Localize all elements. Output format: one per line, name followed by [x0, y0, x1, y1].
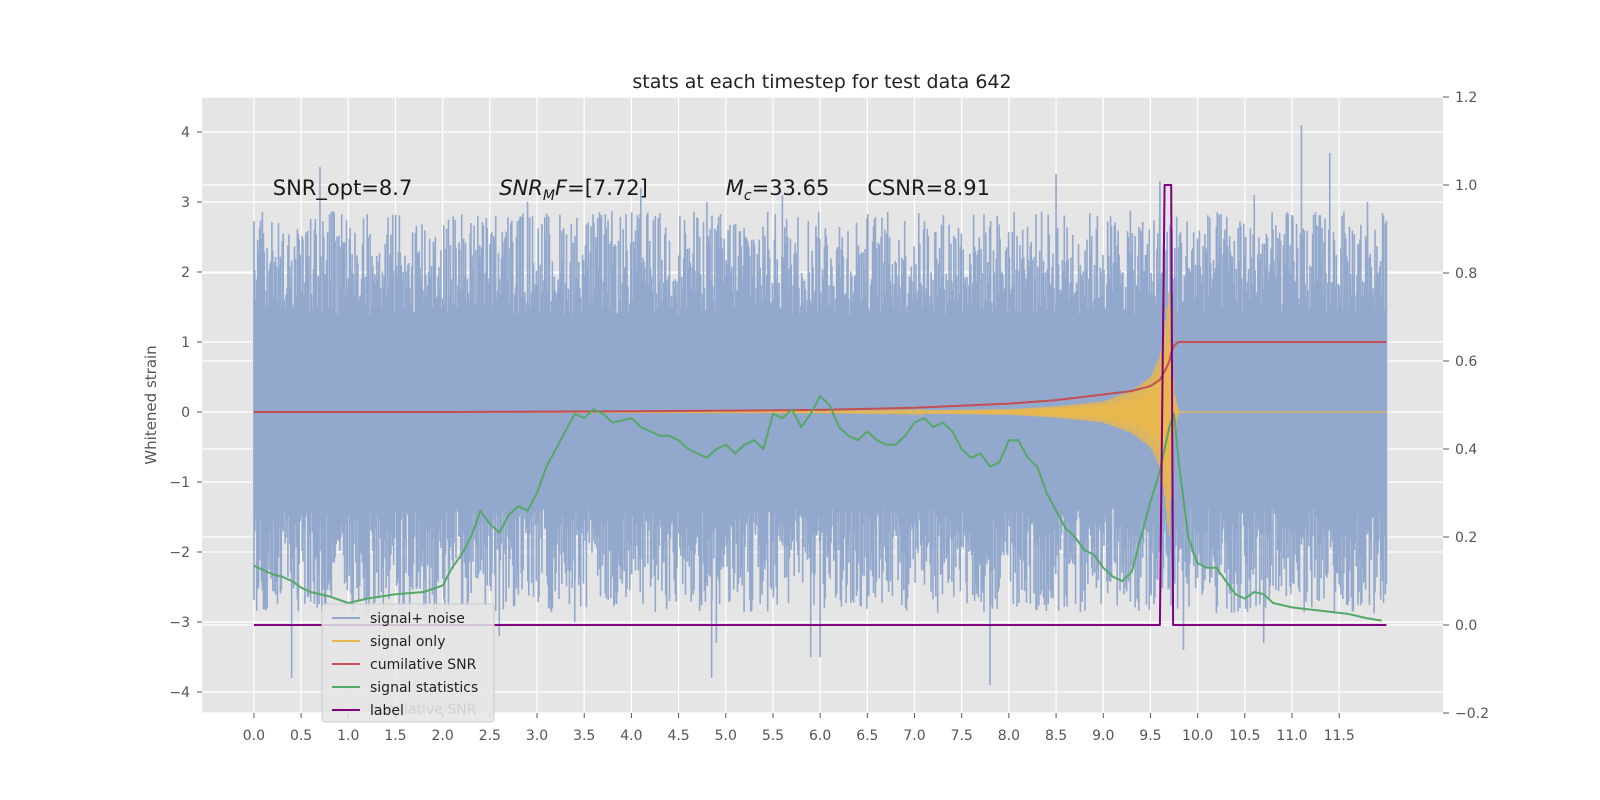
y-tick-label: −1 [169, 475, 190, 491]
y-tick-label: 4 [181, 125, 190, 141]
y-tick-label: 0 [181, 405, 190, 421]
x-tick-label: 3.5 [573, 728, 595, 744]
annotation-text: SNRMF=[7.72] [499, 176, 648, 204]
x-tick-label: 0.5 [290, 728, 312, 744]
series-signal-statistics [253, 395, 1382, 622]
legend: cumilative SNR signal+ noise signal only cu… [321, 603, 495, 723]
x-tick-label: 11.5 [1324, 728, 1355, 744]
annotation-text: Mc=33.65 [726, 176, 830, 204]
x-tick-label: 4.5 [667, 728, 689, 744]
legend-label: signal only [370, 634, 445, 650]
series-label [253, 184, 1387, 626]
x-tick-label: 5.5 [762, 728, 784, 744]
y2-tick-label: 1.2 [1455, 90, 1477, 106]
x-tick-label: 11.0 [1276, 728, 1307, 744]
x-tick-label: 8.5 [1045, 728, 1067, 744]
x-tick-label: 1.0 [337, 728, 359, 744]
x-tick-label: 7.0 [903, 728, 925, 744]
x-tick-label: 6.0 [809, 728, 831, 744]
x-tick-label: 0.0 [243, 728, 265, 744]
annotations: SNR_opt=8.7 SNRMF=[7.72] Mc=33.65 CSNR=8.91 [273, 176, 990, 204]
signal-statistics-line [253, 395, 1382, 622]
legend-label: label [370, 703, 404, 719]
annotation-text: CSNR=8.91 [867, 176, 990, 200]
annotation-text: SNR_opt=8.7 [273, 176, 413, 201]
x-tick-label: 8.0 [998, 728, 1020, 744]
y-tick-label: −3 [169, 615, 190, 631]
legend-box [321, 603, 495, 723]
y2-tick-label: 0.2 [1455, 530, 1477, 546]
x-tick-label: 2.5 [479, 728, 501, 744]
legend-label: signal statistics [370, 680, 478, 696]
y2-tick-label: 0.4 [1455, 442, 1477, 458]
chart-title: stats at each timestep for test data 642 [632, 71, 1011, 93]
x-tick-label: 10.0 [1182, 728, 1213, 744]
x-tick-label: 7.5 [951, 728, 973, 744]
y-tick-label: 2 [181, 265, 190, 281]
label-line [253, 184, 1387, 626]
x-tick-label: 2.0 [432, 728, 454, 744]
x-axis: 0.0 0.5 1.0 1.5 2.0 2.5 3.0 3.5 4.0 4.5 5.0 5.5 6.0 6… [243, 713, 1355, 744]
y-axis-left: 4 3 2 1 0 −1 −2 −3 −4 [169, 125, 202, 701]
series-signal-plus-noise [253, 125, 1388, 685]
x-tick-label: 6.5 [856, 728, 878, 744]
y2-tick-label: 0.6 [1455, 354, 1477, 370]
legend-label: cumilative SNR [370, 657, 477, 673]
x-tick-label: 4.0 [620, 728, 642, 744]
x-tick-label: 9.5 [1139, 728, 1161, 744]
y-tick-label: −2 [169, 545, 190, 561]
y-tick-label: 1 [181, 335, 190, 351]
x-tick-label: 9.0 [1092, 728, 1114, 744]
x-tick-label: 1.5 [384, 728, 406, 744]
x-tick-label: 3.0 [526, 728, 548, 744]
legend-ghost-text: cumilative SNR [370, 702, 477, 718]
y-tick-label: 3 [181, 195, 190, 211]
x-tick-label: 10.5 [1229, 728, 1260, 744]
y2-tick-label: 1.0 [1455, 178, 1477, 194]
y-axis-right: 1.2 1.0 0.8 0.6 0.4 0.2 0.0 −0.2 [1443, 90, 1489, 722]
x-tick-label: 5.0 [715, 728, 737, 744]
y2-tick-label: 0.0 [1455, 618, 1477, 634]
y-axis-label: Whitened strain [142, 345, 160, 464]
y2-tick-label: 0.8 [1455, 266, 1477, 282]
y2-tick-label: −0.2 [1455, 706, 1489, 722]
y-tick-label: −4 [169, 685, 190, 701]
legend-label: signal+ noise [370, 611, 465, 627]
